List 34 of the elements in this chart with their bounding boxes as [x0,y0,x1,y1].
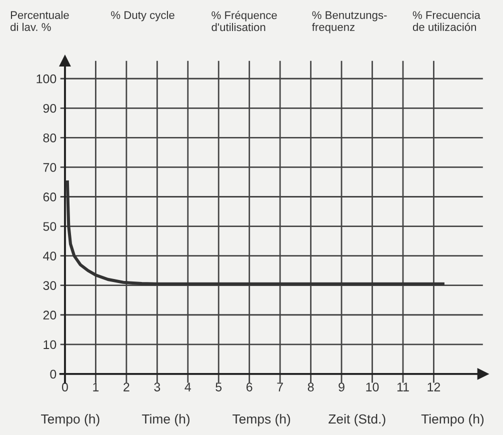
text: Time (h) [142,414,190,426]
x-tick-label: 4 [184,382,191,392]
text: % Duty cycle [111,10,174,22]
text: Zeit (Std.) [328,414,386,426]
y-tick-label: 70 [43,163,56,172]
text: Tiempo (h) [421,414,484,426]
y-tick-label: 10 [44,340,56,350]
y-tick-label: 60 [43,192,56,202]
text: Percentuale di lav. % [10,10,69,32]
y-tick-label: 50 [43,222,56,231]
x-tick-label: 11 [397,382,409,392]
x-tick-label: 1 [93,382,99,392]
x-tick-label: 2 [124,382,130,392]
y-tick-label: 40 [43,252,56,260]
x-tick-label: 7 [277,382,283,392]
y-tick-label: 90 [43,104,56,113]
y-tick-label: 0 [50,370,56,379]
x-tick-label: 8 [308,382,314,392]
x-tick-label: 6 [246,382,252,392]
line-series [66,180,444,286]
x-tick-label: 12 [428,382,440,392]
y-tick-label: 20 [43,310,56,320]
text: % Fréquence d'utilisation [212,10,277,32]
text: Tempo (h) [41,414,100,426]
text: % Benutzungs- frequenz [312,11,387,34]
y-tick-label: 100 [36,74,56,84]
x-tick-label: 9 [338,382,344,392]
y-tick-label: 30 [43,281,56,290]
text: Temps (h) [232,414,290,426]
y-tick-label: 80 [43,133,56,142]
x-tick-label: 3 [154,382,160,392]
text: % Frecuencia de utilización [412,10,480,32]
x-tick-label: 5 [216,382,222,392]
x-tick-label: 10 [366,382,379,392]
